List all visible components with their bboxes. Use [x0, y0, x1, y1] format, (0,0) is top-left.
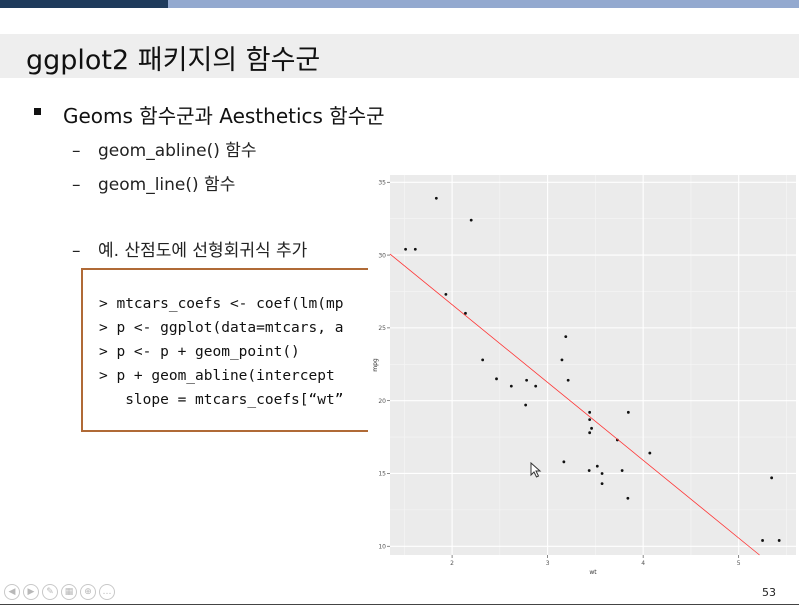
title-band: [0, 34, 799, 78]
data-point: [481, 358, 485, 362]
plot-panel: [390, 175, 796, 555]
data-point: [560, 358, 564, 362]
y-axis-label: mpg: [372, 358, 379, 372]
dash-icon: –: [72, 141, 81, 161]
sub-item-example: – 예. 산점도에 선형회귀식 추가: [72, 236, 307, 261]
code-line: > p + geom_abline(intercept: [99, 368, 335, 384]
more-icon[interactable]: …: [99, 584, 115, 600]
sub-item-label: geom_line() 함수: [98, 175, 236, 195]
data-point: [590, 426, 593, 430]
scatter-plot: 10 15 20 25 30 35 2 3 4 5 mpg wt: [372, 175, 796, 576]
code-line: > p <- p + geom_point(): [99, 344, 300, 360]
top-bar-dark: [0, 0, 168, 8]
mouse-cursor-icon: [530, 462, 542, 478]
data-point: [777, 539, 781, 542]
data-point: [566, 378, 570, 382]
data-point: [534, 384, 538, 388]
data-point: [648, 451, 652, 455]
bullet-main-text: Geoms 함수군과 Aesthetics 함수군: [63, 104, 385, 128]
data-point: [626, 410, 630, 414]
sub-item-abline: – geom_abline() 함수: [72, 136, 257, 161]
x-tick-label: 3: [546, 560, 550, 567]
data-point: [434, 196, 438, 200]
y-tick-label: 25: [378, 325, 386, 332]
data-points: [404, 196, 781, 542]
data-point: [525, 378, 529, 382]
dash-icon: –: [72, 241, 81, 261]
slide-nav-bar: ◀ ▶ ✎ ▦ ⊕ …: [4, 584, 115, 602]
y-tick-label: 10: [378, 543, 386, 550]
data-point: [562, 460, 566, 464]
data-point: [444, 292, 448, 296]
data-point: [464, 311, 467, 315]
code-line: > p <- ggplot(data=mtcars, a: [99, 320, 344, 336]
page-number: 53: [762, 586, 776, 599]
left-arrow-icon[interactable]: ◀: [4, 584, 20, 600]
sub-item-label: 예. 산점도에 선형회귀식 추가: [98, 241, 308, 261]
code-line: > mtcars_coefs <- coef(lm(mp: [99, 296, 344, 312]
data-point: [620, 469, 624, 472]
data-point: [495, 377, 498, 381]
code-line: slope = mtcars_coefs[“wt”: [99, 392, 344, 408]
data-point: [404, 247, 407, 251]
data-point: [770, 476, 774, 480]
x-axis-label: wt: [589, 569, 597, 576]
top-bar-light: [168, 0, 799, 8]
slides-icon[interactable]: ▦: [61, 584, 77, 600]
slide-title: ggplot2 패키지의 함수군: [26, 45, 321, 76]
data-point: [600, 482, 604, 486]
data-point: [413, 247, 417, 251]
data-point: [509, 384, 513, 388]
data-point: [588, 410, 592, 414]
data-point: [588, 431, 592, 435]
y-tick-label: 15: [378, 471, 386, 478]
sub-item-label: geom_abline() 함수: [98, 141, 257, 161]
data-point: [626, 496, 630, 500]
x-tick-label: 4: [641, 560, 645, 567]
x-axis: 2 3 4 5: [450, 555, 741, 567]
data-point: [587, 469, 591, 472]
dash-icon: –: [72, 175, 81, 195]
data-point: [469, 218, 473, 222]
regression-line: [389, 253, 760, 556]
pen-icon[interactable]: ✎: [42, 584, 58, 600]
bottom-divider: [0, 604, 799, 605]
data-point: [564, 335, 568, 339]
code-box: > mtcars_coefs <- coef(lm(mp > p <- ggpl…: [81, 268, 411, 432]
y-axis: 10 15 20 25 30 35: [378, 179, 390, 550]
zoom-icon[interactable]: ⊕: [80, 584, 96, 600]
data-point: [600, 472, 604, 475]
data-point: [588, 418, 592, 421]
plot-window: 10 15 20 25 30 35 2 3 4 5 mpg wt: [368, 169, 799, 583]
sub-item-line: – geom_line() 함수: [72, 170, 235, 195]
data-point: [595, 464, 599, 468]
x-tick-label: 2: [450, 560, 454, 567]
y-tick-label: 30: [378, 252, 386, 259]
data-point: [761, 539, 764, 542]
y-tick-label: 35: [378, 179, 386, 186]
data-point: [524, 403, 528, 407]
bullet-square-icon: [34, 108, 41, 115]
y-tick-label: 20: [378, 398, 386, 405]
x-tick-label: 5: [737, 560, 741, 567]
grid-lines: [390, 175, 796, 555]
right-arrow-icon[interactable]: ▶: [23, 584, 39, 600]
